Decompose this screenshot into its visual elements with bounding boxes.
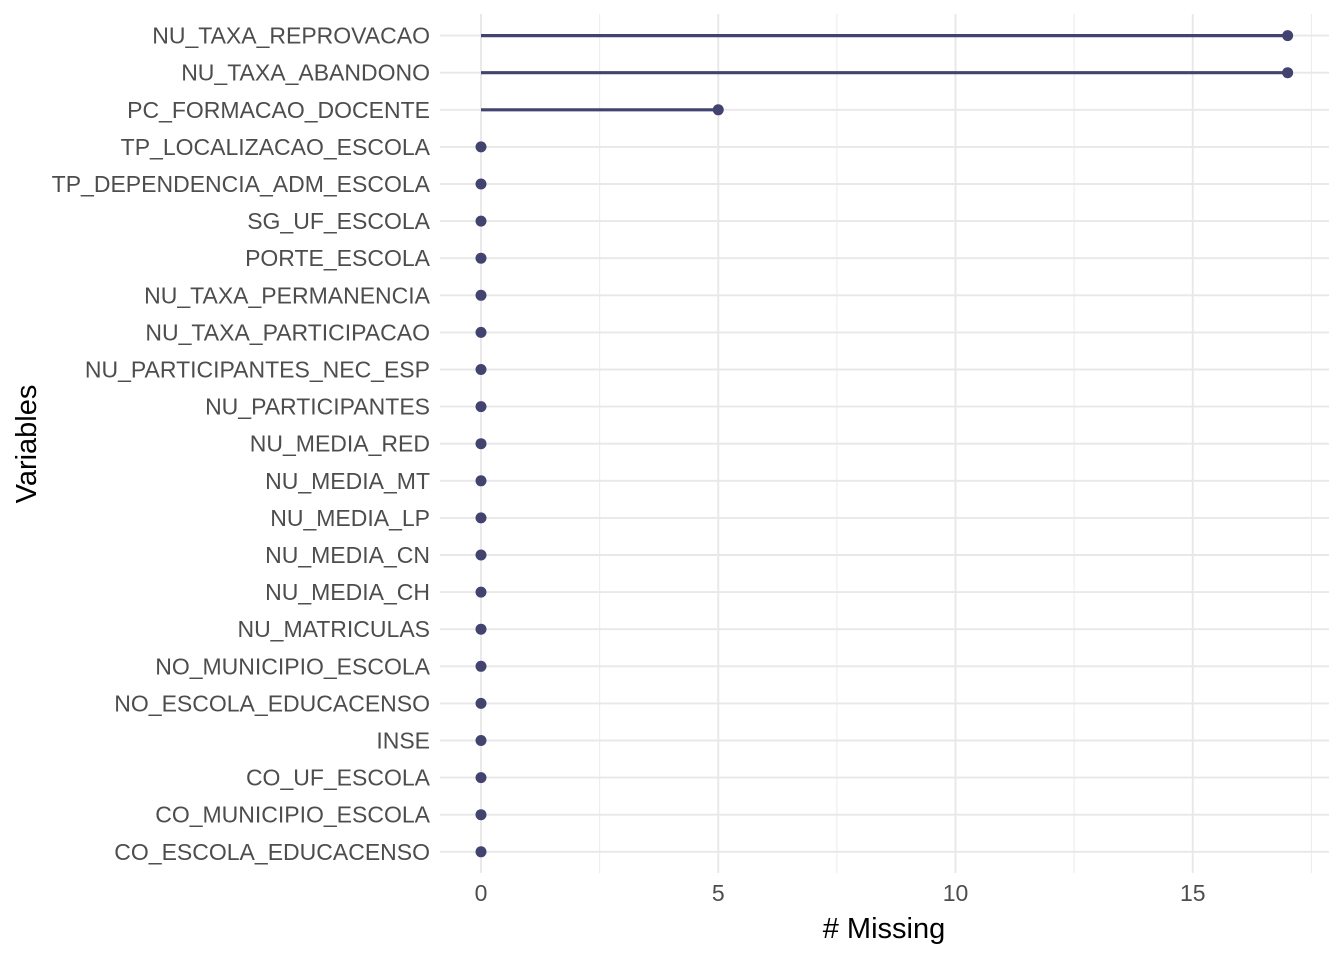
y-axis-label: CO_ESCOLA_EDUCACENSO (114, 839, 430, 865)
y-axis-label: NO_ESCOLA_EDUCACENSO (114, 690, 430, 716)
y-axis-label: TP_DEPENDENCIA_ADM_ESCOLA (52, 171, 431, 197)
y-axis-label: NU_TAXA_PARTICIPACAO (145, 319, 430, 345)
lollipop-point (475, 772, 487, 784)
lollipop-point (475, 326, 487, 338)
lollipop-point (1282, 30, 1294, 42)
y-axis-label: PORTE_ESCOLA (245, 245, 431, 271)
lollipop-point (475, 660, 487, 672)
y-axis-title: Variables (11, 385, 43, 504)
x-axis-tick-label: 10 (943, 880, 969, 906)
y-axis-label: PC_FORMACAO_DOCENTE (127, 97, 430, 123)
lollipop-point (712, 104, 724, 116)
y-axis-label: NU_MEDIA_RED (250, 431, 430, 457)
y-axis-label: NO_MUNICIPIO_ESCOLA (155, 653, 430, 679)
lollipop-point (475, 735, 487, 746)
y-axis-label: NU_MEDIA_MT (265, 468, 430, 494)
y-axis-label: NU_TAXA_REPROVACAO (152, 23, 430, 49)
lollipop-point (475, 215, 487, 227)
y-axis-label: CO_UF_ESCOLA (246, 765, 431, 791)
y-axis-label: NU_PARTICIPANTES (205, 394, 430, 420)
y-axis-label: NU_MATRICULAS (237, 616, 430, 642)
y-axis-label: TP_LOCALIZACAO_ESCOLA (121, 134, 431, 160)
lollipop-point (475, 623, 487, 635)
lollipop-point (475, 697, 487, 709)
y-axis-label: SG_UF_ESCOLA (247, 208, 430, 234)
lollipop-point (1282, 67, 1294, 79)
lollipop-point (475, 141, 487, 153)
y-axis-label: NU_TAXA_PERMANENCIA (144, 282, 431, 308)
y-axis-label: INSE (376, 728, 430, 754)
lollipop-point (475, 475, 487, 487)
x-axis-title: # Missing (823, 913, 946, 945)
lollipop-point (475, 289, 487, 301)
y-axis-label: NU_TAXA_ABANDONO (181, 60, 430, 86)
lollipop-point (475, 438, 487, 450)
x-axis-tick-labels: 0 5 10 15 (475, 880, 1206, 906)
lollipop-point (475, 809, 487, 821)
lollipop-series (475, 30, 1294, 858)
y-axis-tick-labels: NU_TAXA_REPROVACAO NU_TAXA_ABANDONO PC_FOR… (52, 23, 431, 865)
lollipop-point (475, 401, 487, 413)
y-axis-label: CO_MUNICIPIO_ESCOLA (155, 802, 430, 828)
lollipop-point (475, 549, 487, 561)
y-axis-label: NU_MEDIA_CN (265, 542, 430, 568)
y-axis-label: NU_MEDIA_LP (270, 505, 430, 531)
y-axis-label: NU_PARTICIPANTES_NEC_ESP (85, 357, 430, 383)
lollipop-point (475, 252, 487, 264)
x-axis-tick-label: 0 (475, 880, 488, 906)
lollipop-point (475, 512, 487, 524)
grid-horizontal-rows (440, 34, 1329, 853)
lollipop-point (475, 364, 487, 375)
x-axis-tick-label: 5 (712, 880, 725, 906)
lollipop-point (475, 846, 487, 858)
lollipop-point (475, 586, 487, 598)
lollipop-point (475, 178, 487, 190)
x-axis-tick-label: 15 (1180, 880, 1206, 906)
y-axis-label: NU_MEDIA_CH (265, 579, 430, 605)
